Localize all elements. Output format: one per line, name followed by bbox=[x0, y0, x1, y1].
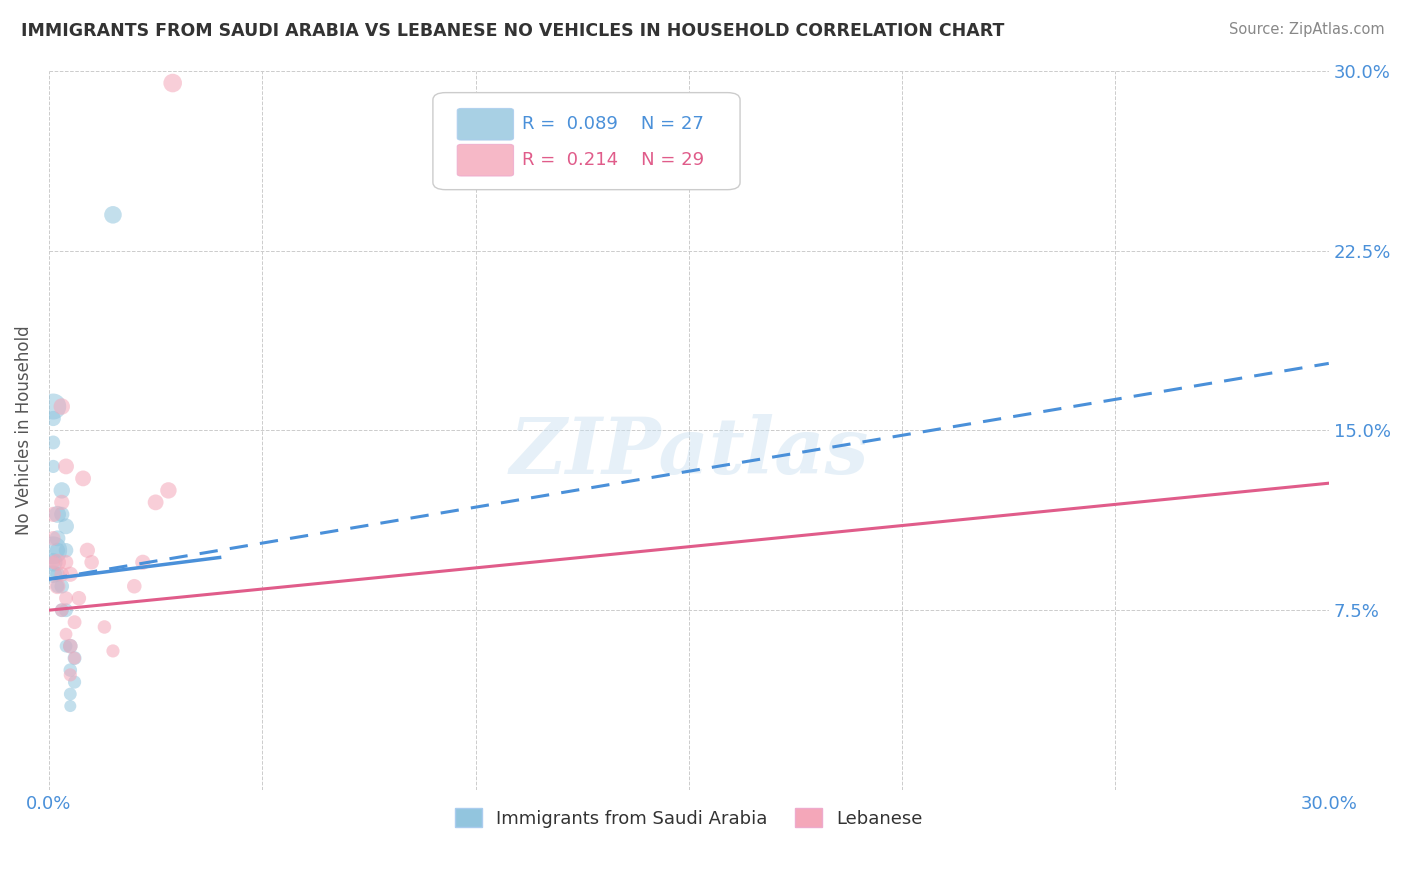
Point bbox=[51, 567, 73, 582]
Point bbox=[42, 543, 65, 558]
Point bbox=[51, 579, 73, 593]
Point bbox=[51, 495, 73, 509]
Point bbox=[51, 603, 73, 617]
Point bbox=[42, 555, 65, 569]
Point bbox=[59, 639, 82, 653]
Point bbox=[132, 555, 155, 569]
Point bbox=[46, 567, 69, 582]
Point bbox=[55, 627, 77, 641]
FancyBboxPatch shape bbox=[457, 109, 513, 140]
Point bbox=[145, 495, 167, 509]
Point bbox=[63, 651, 86, 665]
Point bbox=[46, 543, 69, 558]
Point bbox=[80, 555, 103, 569]
Point bbox=[72, 471, 94, 485]
Point bbox=[59, 699, 82, 714]
Point bbox=[42, 459, 65, 474]
Point bbox=[55, 543, 77, 558]
Point bbox=[67, 591, 90, 606]
Point bbox=[42, 531, 65, 545]
Point bbox=[46, 579, 69, 593]
Point bbox=[51, 400, 73, 414]
Point bbox=[63, 651, 86, 665]
Point bbox=[42, 555, 65, 569]
Point bbox=[46, 508, 69, 522]
Point bbox=[55, 519, 77, 533]
Point bbox=[46, 531, 69, 545]
Point bbox=[51, 483, 73, 498]
Point bbox=[124, 579, 146, 593]
Point bbox=[42, 411, 65, 425]
Point bbox=[63, 615, 86, 630]
FancyBboxPatch shape bbox=[457, 145, 513, 176]
Point bbox=[42, 400, 65, 414]
Point bbox=[59, 663, 82, 677]
Point bbox=[42, 508, 65, 522]
Point bbox=[59, 687, 82, 701]
Point bbox=[59, 639, 82, 653]
Point bbox=[51, 603, 73, 617]
Point bbox=[101, 644, 124, 658]
Point bbox=[55, 459, 77, 474]
FancyBboxPatch shape bbox=[433, 93, 740, 190]
Point bbox=[76, 543, 98, 558]
Point bbox=[55, 555, 77, 569]
Point bbox=[55, 603, 77, 617]
Text: R =  0.089    N = 27: R = 0.089 N = 27 bbox=[523, 115, 704, 133]
Legend: Immigrants from Saudi Arabia, Lebanese: Immigrants from Saudi Arabia, Lebanese bbox=[447, 801, 929, 835]
Point bbox=[55, 639, 77, 653]
Point bbox=[59, 567, 82, 582]
Point bbox=[157, 483, 180, 498]
Point bbox=[59, 668, 82, 682]
Point bbox=[63, 675, 86, 690]
Point bbox=[162, 76, 184, 90]
Point bbox=[42, 567, 65, 582]
Point bbox=[93, 620, 115, 634]
Y-axis label: No Vehicles in Household: No Vehicles in Household bbox=[15, 326, 32, 535]
Text: R =  0.214    N = 29: R = 0.214 N = 29 bbox=[523, 152, 704, 169]
Text: ZIPatlas: ZIPatlas bbox=[509, 414, 869, 491]
Text: IMMIGRANTS FROM SAUDI ARABIA VS LEBANESE NO VEHICLES IN HOUSEHOLD CORRELATION CH: IMMIGRANTS FROM SAUDI ARABIA VS LEBANESE… bbox=[21, 22, 1004, 40]
Point bbox=[55, 591, 77, 606]
Point bbox=[46, 579, 69, 593]
Point bbox=[101, 208, 124, 222]
Point bbox=[51, 508, 73, 522]
Text: Source: ZipAtlas.com: Source: ZipAtlas.com bbox=[1229, 22, 1385, 37]
Point bbox=[46, 555, 69, 569]
Point bbox=[42, 435, 65, 450]
